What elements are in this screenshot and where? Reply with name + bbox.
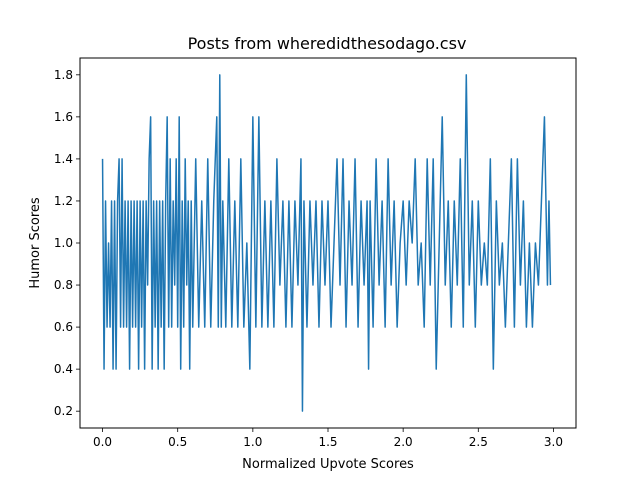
x-axis-label: Normalized Upvote Scores <box>242 457 414 472</box>
x-tick-label: 0.5 <box>168 435 187 449</box>
x-tick-label: 1.5 <box>318 435 337 449</box>
y-tick-label: 1.0 <box>54 236 73 250</box>
plot-frame <box>79 57 577 429</box>
series-line-humor <box>101 74 552 412</box>
series-layer <box>101 74 552 412</box>
y-tick-label: 1.4 <box>54 152 73 166</box>
y-axis-label: Humor Scores <box>28 197 43 289</box>
y-axis-ticks: 0.2 0.4 0.6 0.8 1.0 1.2 1.4 1.6 1.8 <box>54 68 80 418</box>
x-tick-label: 2.0 <box>394 435 413 449</box>
y-tick-label: 1.2 <box>54 194 73 208</box>
x-tick-label: 1.0 <box>243 435 262 449</box>
x-tick-label: 3.0 <box>544 435 563 449</box>
y-tick-label: 1.8 <box>54 68 73 82</box>
chart-title: Posts from wheredidthesodago.csv <box>188 34 467 53</box>
x-tick-label: 0.0 <box>93 435 112 449</box>
y-tick-label: 0.6 <box>54 320 73 334</box>
y-tick-label: 1.6 <box>54 110 73 124</box>
x-tick-label: 2.5 <box>469 435 488 449</box>
x-axis-ticks: 0.0 0.5 1.0 1.5 2.0 2.5 3.0 <box>93 428 563 449</box>
y-tick-label: 0.8 <box>54 278 73 292</box>
y-tick-label: 0.4 <box>54 362 73 376</box>
y-tick-label: 0.2 <box>54 404 73 418</box>
